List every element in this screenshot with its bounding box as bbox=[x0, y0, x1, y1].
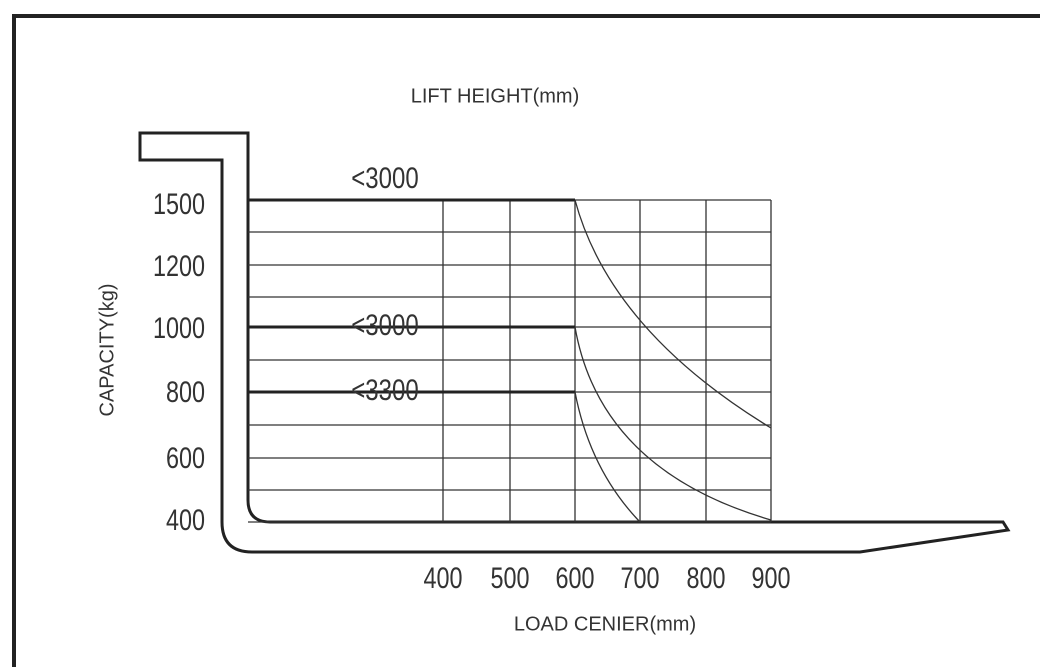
chart-title: LIFT HEIGHT(mm) bbox=[411, 85, 580, 107]
fork-outline bbox=[138, 131, 1011, 554]
capacity-curve bbox=[574, 326, 772, 521]
x-tick-label: 600 bbox=[555, 561, 594, 594]
grid bbox=[248, 199, 772, 523]
y-tick-label: 400 bbox=[166, 503, 205, 536]
y-tick-label: 1000 bbox=[153, 311, 205, 344]
frame bbox=[12, 14, 1040, 667]
y-tick-label: 800 bbox=[166, 375, 205, 408]
x-tick-label: 500 bbox=[490, 561, 529, 594]
x-tick-label: 800 bbox=[686, 561, 725, 594]
line-label: <3000 bbox=[351, 160, 418, 194]
x-tick-label: 900 bbox=[751, 561, 790, 594]
y-tick-label: 600 bbox=[166, 441, 205, 474]
line-label: <3000 bbox=[351, 307, 418, 341]
x-tick-label: 700 bbox=[620, 561, 659, 594]
line-label: <3300 bbox=[351, 372, 418, 406]
y-tick-label: 1200 bbox=[153, 249, 205, 282]
capacity-curve bbox=[574, 199, 772, 429]
y-axis-label: CAPACITY(kg) bbox=[96, 284, 118, 417]
capacity-curve bbox=[574, 391, 641, 523]
y-tick-label: 1500 bbox=[153, 187, 205, 220]
x-axis-label: LOAD CENIER(mm) bbox=[514, 613, 696, 635]
x-tick-label: 400 bbox=[423, 561, 462, 594]
